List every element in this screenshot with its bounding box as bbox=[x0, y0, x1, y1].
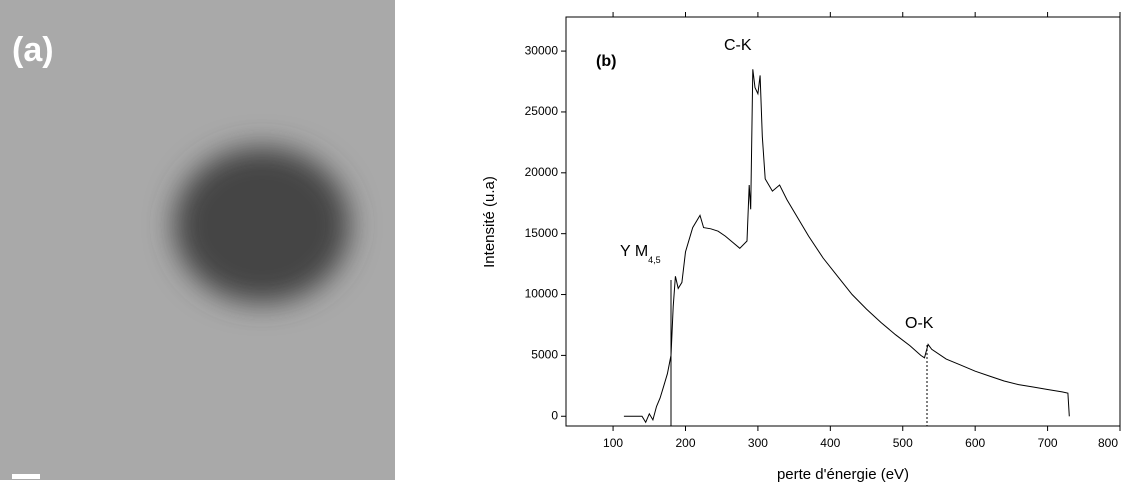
panel-label: (a) bbox=[12, 31, 54, 69]
x-axis-label: perte d'énergie (eV) bbox=[777, 466, 909, 483]
annotation-subscript: 4,5 bbox=[648, 255, 661, 265]
y-tick-label: 30000 bbox=[525, 43, 559, 57]
x-tick-label: 200 bbox=[675, 436, 695, 450]
y-tick-label: 15000 bbox=[525, 226, 559, 240]
y-tick-label: 10000 bbox=[525, 287, 559, 301]
x-tick-label: 800 bbox=[1098, 436, 1118, 450]
spectrum-chart: (b) C-K Y M4,5 O-K perte d'énergie (eV) … bbox=[481, 12, 1121, 483]
y-tick-label: 0 bbox=[551, 408, 558, 422]
y-axis-label: Intensité (u.a) bbox=[481, 176, 498, 268]
annotation: Y M bbox=[620, 243, 648, 260]
y-tick-label: 20000 bbox=[525, 165, 559, 179]
x-tick-label: 400 bbox=[820, 436, 840, 450]
particle bbox=[174, 147, 350, 303]
spectrum-line bbox=[623, 69, 1070, 424]
annotation: O-K bbox=[905, 315, 934, 332]
x-tick-label: 700 bbox=[1038, 436, 1058, 450]
plot-frame bbox=[565, 16, 1121, 427]
x-tick-label: 100 bbox=[603, 436, 623, 450]
x-tick-label: 500 bbox=[893, 436, 913, 450]
x-tick-label: 600 bbox=[965, 436, 985, 450]
y-tick-label: 25000 bbox=[525, 104, 559, 118]
scale-bar bbox=[12, 474, 40, 479]
annotation: Y M4,5 bbox=[620, 243, 661, 265]
x-tick-label: 300 bbox=[748, 436, 768, 450]
panel-label: (b) bbox=[596, 53, 616, 70]
annotation: C-K bbox=[724, 37, 752, 54]
y-tick-label: 5000 bbox=[531, 348, 558, 362]
